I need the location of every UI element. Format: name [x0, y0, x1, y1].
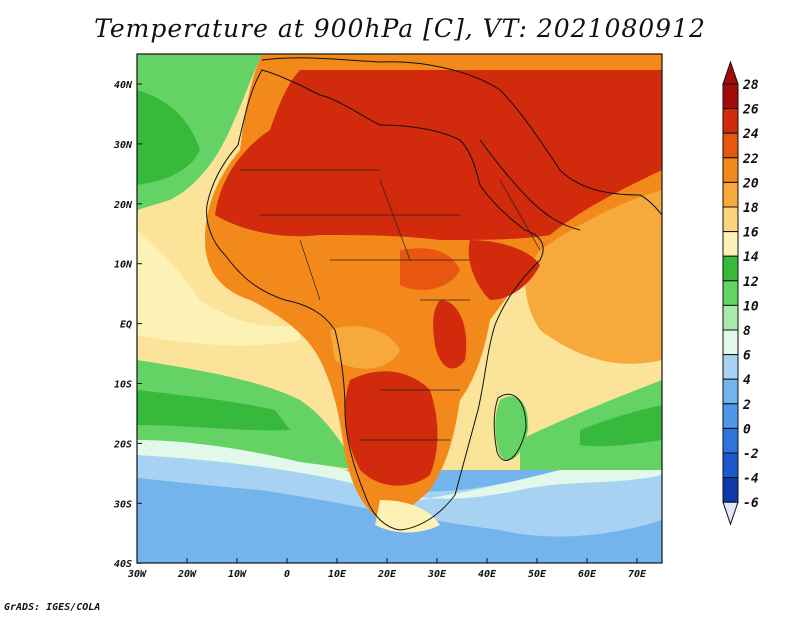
colorbar-label: -2: [743, 447, 759, 462]
colorbar-label: 8: [743, 324, 751, 339]
colorbar-label: -4: [743, 472, 759, 487]
colorbar-swatch: [722, 83, 739, 110]
lat-label: 30N: [113, 140, 133, 151]
colorbar-label: 26: [742, 103, 759, 118]
lat-label: EQ: [120, 320, 132, 331]
colorbar-label: 10: [743, 299, 759, 314]
colorbar-label: 18: [743, 201, 759, 216]
colorbar-swatch: [722, 329, 739, 356]
lon-label: 10E: [328, 569, 347, 580]
lon-label: 30W: [127, 569, 147, 580]
grads-credit: GrADS: IGES/COLA: [4, 602, 101, 613]
lon-label: 10W: [228, 569, 247, 580]
lon-label: 50E: [528, 569, 547, 580]
colorbar-swatch: [722, 378, 739, 405]
colorbar-swatch: [722, 452, 739, 479]
lat-label: 20S: [113, 439, 132, 450]
lon-label: 20E: [377, 569, 397, 580]
colorbar-label: 0: [743, 422, 751, 437]
colorbar-label: 28: [742, 78, 759, 93]
colorbar-swatch: [722, 403, 739, 429]
colorbar-label: 2: [742, 398, 751, 413]
lat-label: 20N: [113, 200, 133, 211]
lat-label: 40S: [114, 559, 132, 570]
lat-label: 10N: [114, 260, 133, 271]
lon-label: 30E: [427, 569, 447, 580]
lon-label: 40E: [478, 569, 497, 580]
lon-label: 60E: [578, 569, 597, 580]
map-frame: [136, 53, 663, 564]
colorbar-label: 20: [742, 176, 759, 191]
colorbar-label: 16: [743, 226, 759, 241]
colorbar-swatch: [722, 231, 739, 257]
colorbar-swatch: [722, 132, 739, 159]
colorbar-swatch: [722, 280, 739, 306]
colorbar-label: 12: [743, 275, 759, 290]
chart-title: Temperature at 900hPa [C], VT: 202108091…: [94, 14, 706, 43]
colorbar-bottom-arrow: [722, 501, 739, 526]
colorbar-swatch: [722, 206, 739, 233]
colorbar-top-arrow: [722, 60, 739, 85]
map-field: [137, 54, 662, 563]
colorbar-swatch: [722, 427, 739, 454]
colorbar-swatch: [722, 304, 739, 331]
lat-label: 10S: [114, 380, 132, 391]
temperature-map: 40N 30N 20N 10N EQ 10S 20S 30S 40S 30W 20W 10W 0 10E…: [113, 53, 759, 580]
lat-label: 30S: [113, 499, 132, 510]
latitude-labels: 40N 30N 20N 10N EQ 10S 20S 30S 40S: [113, 80, 142, 570]
colorbar-swatch: [722, 157, 739, 183]
colorbar-swatch: [722, 181, 739, 208]
longitude-labels: 30W 20W 10W 0 10E 20E 30E 40E 50E 60E 70E: [127, 558, 647, 580]
colorbar-label: 6: [743, 349, 751, 364]
colorbar-label: 24: [742, 127, 759, 142]
lat-label: 40N: [114, 80, 133, 91]
colorbar-swatch: [722, 354, 739, 380]
lon-label: 20W: [177, 569, 197, 580]
colorbar-swatch: [722, 255, 739, 282]
lon-label: 0: [284, 569, 290, 580]
colorbar-swatch: [722, 108, 739, 134]
colorbar-label: -6: [743, 496, 759, 511]
colorbar-label: 4: [743, 373, 751, 388]
colorbar-swatch: [722, 477, 739, 503]
colorbar-label: 22: [742, 152, 759, 167]
lon-label: 70E: [628, 569, 647, 580]
colorbar-label: 14: [743, 250, 759, 265]
